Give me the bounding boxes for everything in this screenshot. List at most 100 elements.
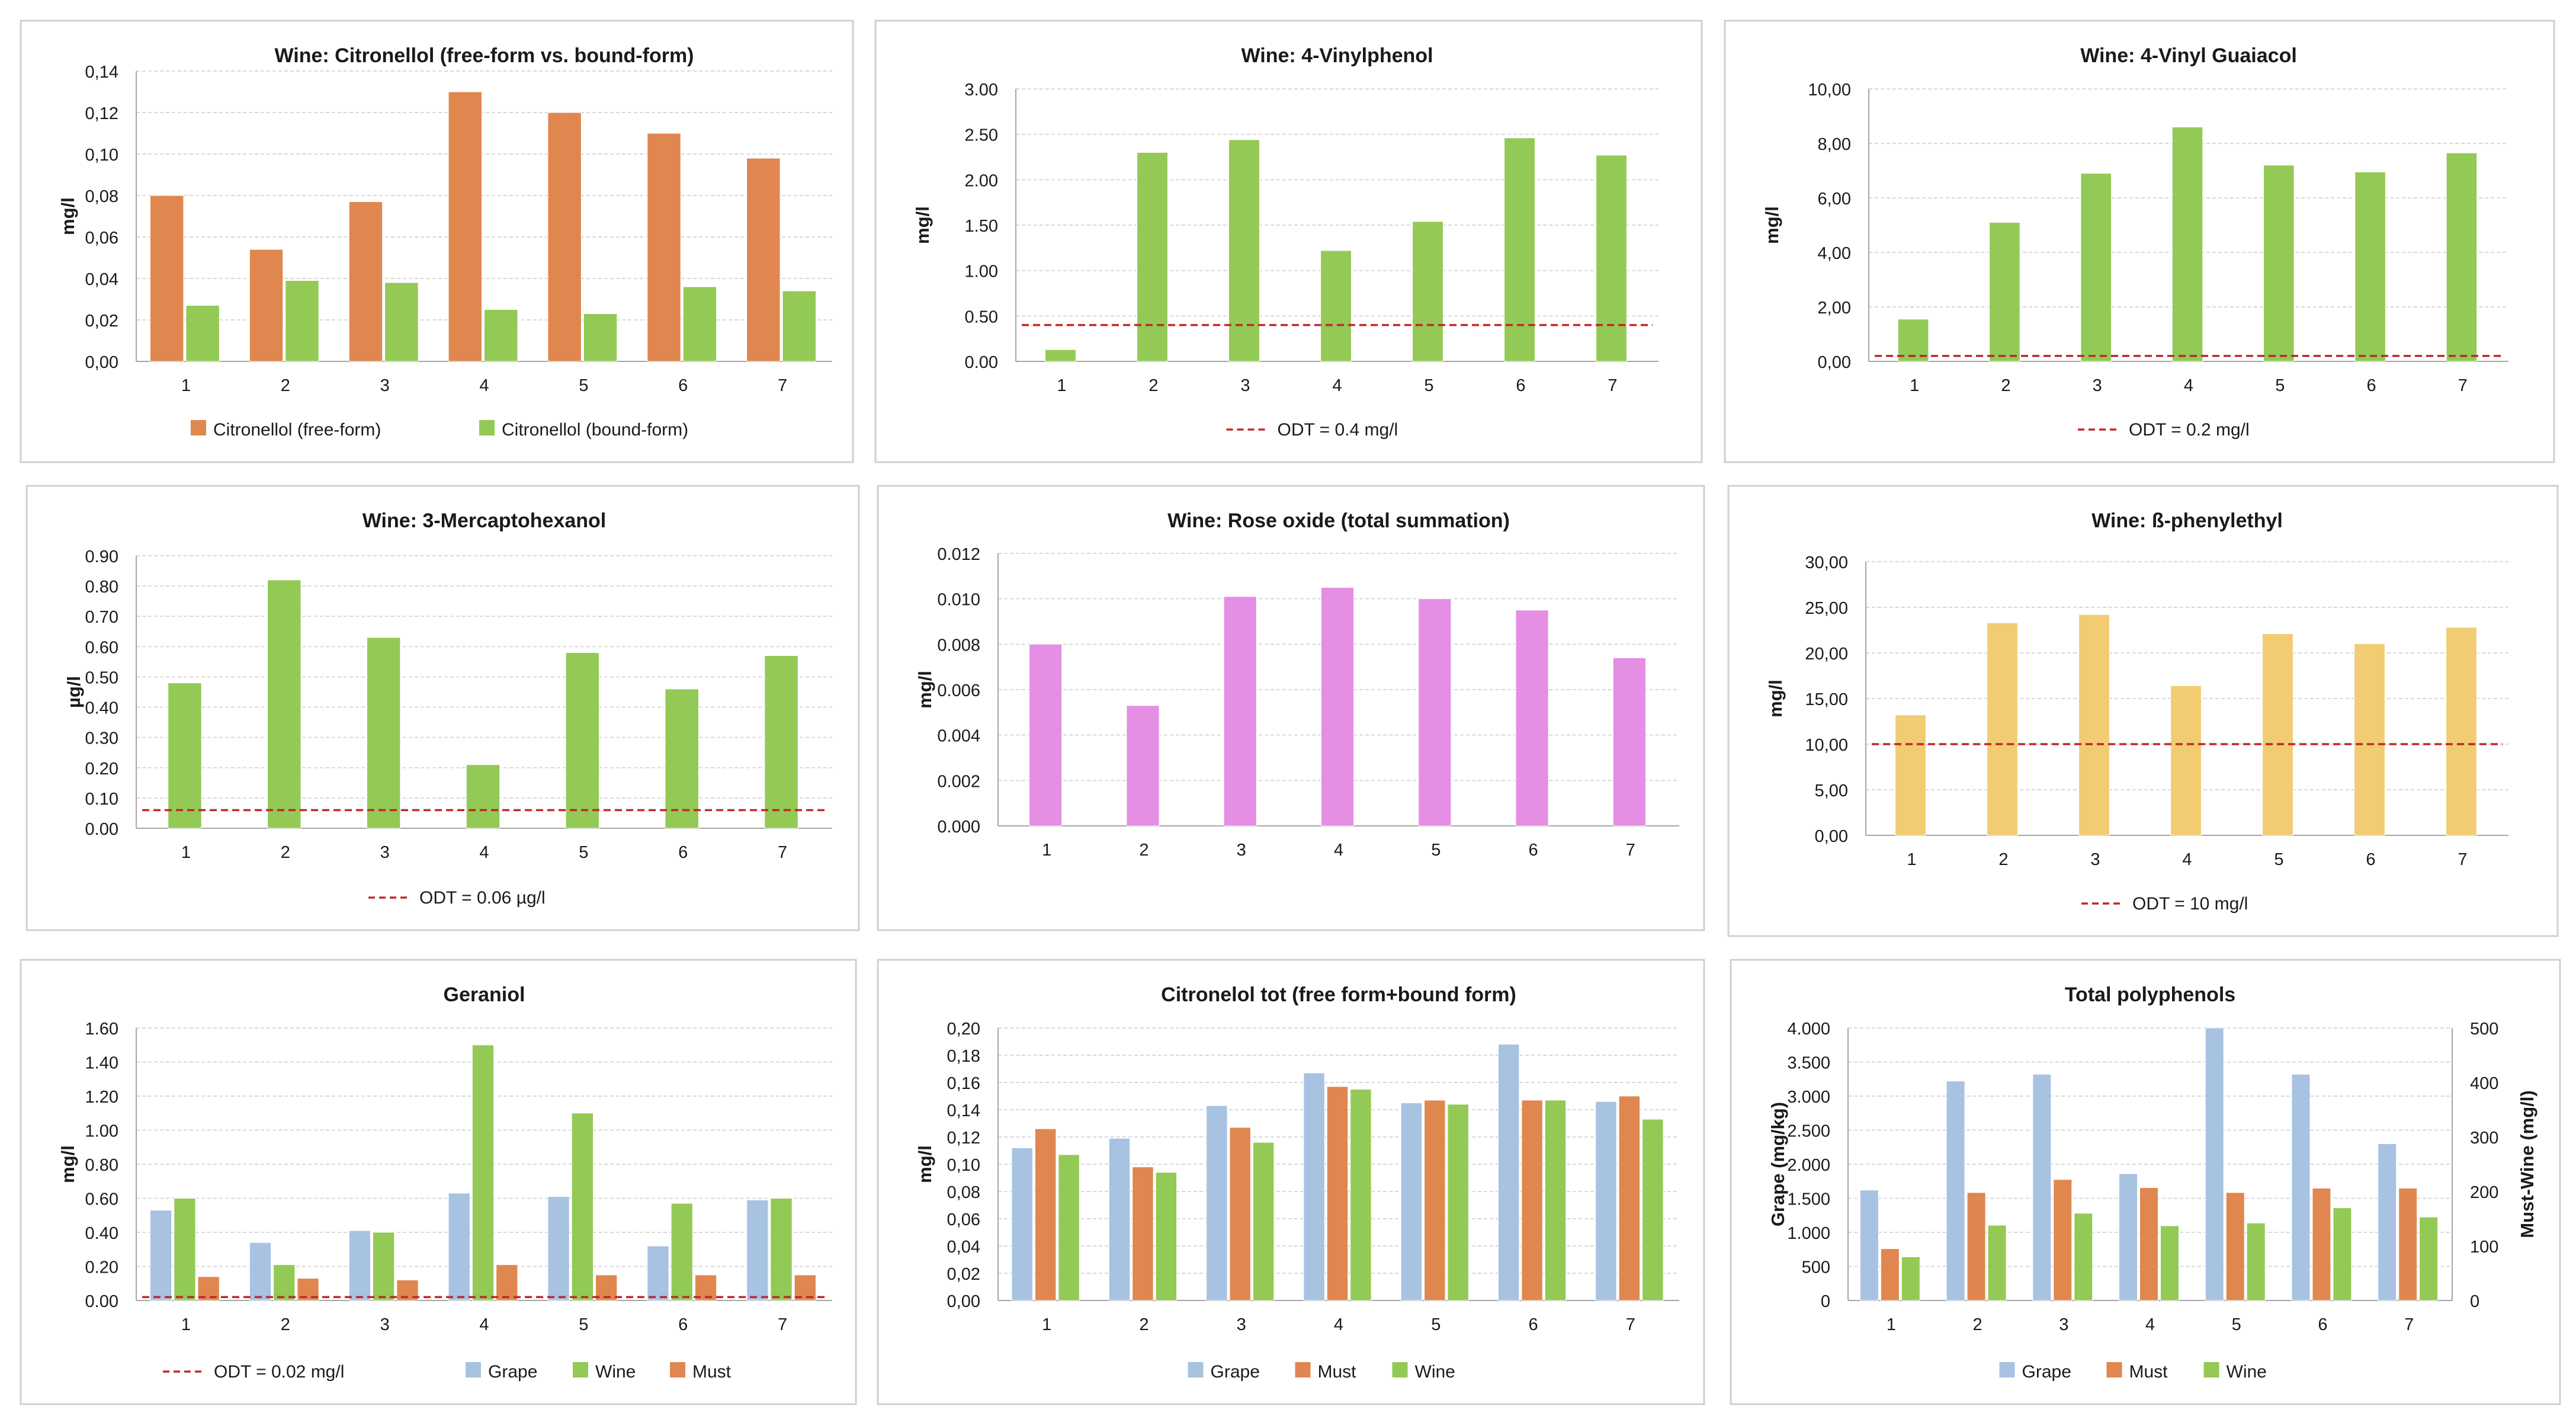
chart-panel-2: Wine: 4-Vinylphenol 0.00 0.50 1.00 1.50 2.00 2… (874, 20, 1703, 463)
bar-grape (2378, 1143, 2397, 1301)
bar-value (1228, 139, 1260, 362)
y-tick-label: 1.20 (85, 1088, 118, 1107)
bar-must (1618, 1095, 1641, 1301)
y-tick-label: 25,00 (1805, 599, 1848, 618)
x-tick-label: 6 (1516, 376, 1525, 395)
y-tick-label: 1.000 (1787, 1224, 1830, 1243)
bar-value (1612, 657, 1646, 826)
legend-label: Wine (1415, 1362, 1455, 1382)
x-tick-label: 2 (281, 1315, 290, 1334)
y-axis-label: µg/l (63, 676, 84, 708)
bar-grape (1011, 1147, 1033, 1301)
y-tick-label: 0.80 (85, 578, 118, 597)
bar-value (2354, 643, 2385, 836)
x-tick-label: 1 (181, 1315, 191, 1334)
bar-value (1987, 622, 2018, 836)
bar-citronellol-bound-form- (782, 290, 816, 362)
y-tick-label: 0,00 (1815, 827, 1848, 846)
y-tick-label: 0.006 (937, 681, 980, 700)
chart-title: Geraniol (444, 983, 525, 1006)
bar-grape (1859, 1190, 1879, 1301)
bar-value (1418, 598, 1452, 826)
bar-value (1137, 152, 1168, 362)
legend-label: ODT = 0.2 mg/l (2129, 420, 2250, 440)
y-tick-label: 0.40 (85, 1224, 118, 1243)
y-tick-label: 0.00 (85, 1292, 118, 1311)
bar-grape (249, 1242, 272, 1301)
bar-value (1223, 596, 1257, 826)
x-tick-label: 5 (2232, 1315, 2241, 1334)
y-tick-label: 500 (1802, 1258, 1830, 1277)
bar-must (1424, 1100, 1446, 1301)
chart-panel-1: Wine: Citronellol (free-form vs. bound-f… (20, 20, 854, 463)
y-tick-label: 3.00 (965, 81, 998, 100)
y-tick-label: 2,00 (1818, 299, 1851, 318)
bar-must (2225, 1192, 2245, 1301)
x-tick-label: 5 (579, 1315, 588, 1334)
bar-value (1515, 610, 1549, 826)
x-tick-label: 6 (2318, 1315, 2327, 1334)
x-tick-label: 3 (1240, 376, 1250, 395)
legend-swatch (466, 1362, 481, 1377)
bar-wine (2246, 1222, 2266, 1301)
legend-label: Citronellol (bound-form) (502, 420, 688, 440)
y-tick-label: 0.10 (85, 790, 118, 809)
bar-citronellol-free-form- (547, 112, 582, 362)
bar-value (2263, 165, 2295, 362)
y-axis-label: mg/l (1765, 680, 1786, 717)
y-tick-label: 0,16 (947, 1074, 980, 1093)
legend-label: ODT = 0.06 µg/l (419, 888, 546, 908)
bar-wine (671, 1203, 693, 1301)
legend-label: Wine (2227, 1362, 2267, 1382)
y2-tick-label: 300 (2470, 1129, 2498, 1148)
bar-wine (2074, 1213, 2093, 1301)
y2-tick-label: 200 (2470, 1183, 2498, 1202)
chart-panel-5: Wine: Rose oxide (total summation) 0.000 0… (877, 485, 1705, 931)
legend-label: ODT = 0.4 mg/l (1278, 420, 1398, 440)
y-tick-label: 0.012 (937, 545, 980, 564)
x-tick-label: 2 (281, 376, 290, 395)
legend-label: Must (692, 1362, 732, 1382)
bar-grape (1595, 1101, 1617, 1301)
bar-value (2171, 126, 2203, 362)
y-tick-label: 0.60 (85, 638, 118, 657)
x-tick-label: 5 (1424, 376, 1433, 395)
panel-frame (25, 485, 860, 931)
y-tick-label: 0,06 (85, 229, 118, 248)
y-tick-label: 20,00 (1805, 645, 1848, 664)
panel-frame (877, 959, 1705, 1405)
bar-value (1895, 715, 1926, 836)
legend-label: ODT = 10 mg/l (2132, 894, 2248, 914)
y-tick-label: 0,12 (947, 1129, 980, 1148)
x-tick-label: 1 (1057, 376, 1066, 395)
bar-grape (2119, 1173, 2138, 1301)
x-tick-label: 7 (2458, 376, 2468, 395)
chart-panel-9: Total polyphenols 0 500 1.000 1.500 2.000 2.50… (1730, 959, 2561, 1405)
y-tick-label: 8,00 (1818, 135, 1851, 154)
bar-wine (273, 1264, 296, 1301)
bar-must (2398, 1187, 2418, 1301)
x-tick-label: 1 (181, 843, 191, 862)
y2-tick-label: 500 (2470, 1020, 2498, 1039)
panel-frame (877, 485, 1705, 931)
y-axis-label: Grape (mg/kg) (1767, 1102, 1788, 1226)
x-tick-label: 3 (2090, 850, 2100, 869)
legend-label: Grape (1211, 1362, 1260, 1382)
bar-value (2078, 614, 2110, 836)
y-tick-label: 1.00 (965, 262, 998, 281)
panel-frame (1730, 959, 2561, 1405)
bar-grape (547, 1196, 570, 1301)
bar-value (1045, 349, 1076, 362)
y-tick-label: 1.50 (965, 217, 998, 236)
legend-swatch (2106, 1362, 2122, 1377)
bar-wine (2333, 1207, 2352, 1301)
legend-swatch (573, 1362, 588, 1377)
bar-value (168, 683, 202, 829)
x-tick-label: 7 (2404, 1315, 2414, 1334)
y-tick-label: 0,02 (85, 312, 118, 331)
panel-frame (1724, 20, 2555, 463)
bar-must (496, 1264, 518, 1301)
legend-label: Grape (488, 1362, 537, 1382)
x-tick-label: 2 (2001, 376, 2010, 395)
y-tick-label: 0 (1821, 1292, 1830, 1311)
